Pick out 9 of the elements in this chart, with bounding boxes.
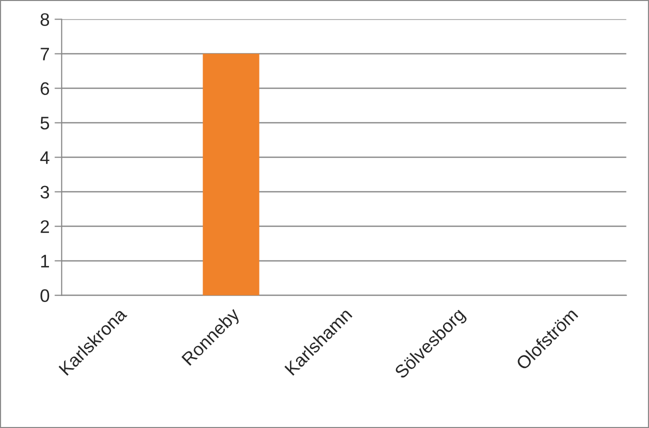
y-tick-label: 8 [40, 13, 50, 26]
y-tick-label: 4 [40, 151, 50, 164]
y-tick-label: 2 [40, 220, 49, 233]
y-tick-label: 1 [41, 254, 49, 268]
y-tick-label: 6 [40, 82, 50, 95]
y-tick-label: 3 [40, 186, 50, 199]
y-tick-label: 7 [40, 48, 49, 60]
y-tick-label: 5 [40, 116, 50, 130]
y-tick-label: 0 [40, 289, 50, 302]
